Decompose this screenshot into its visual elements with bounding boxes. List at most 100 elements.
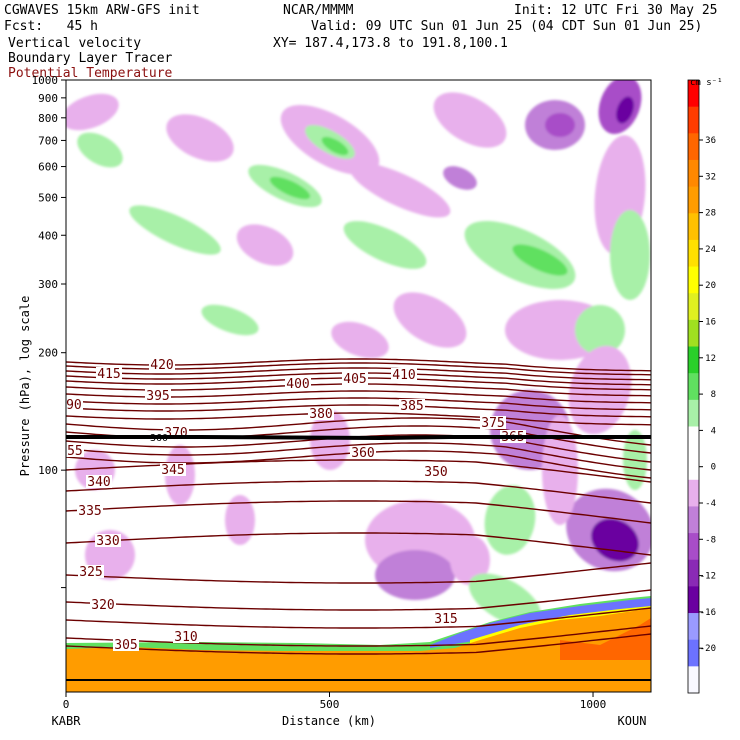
vertical-velocity-blob [568, 345, 632, 435]
colorbar-tick-label: 12 [705, 354, 716, 364]
colorbar-units: cm s⁻¹ [690, 78, 723, 88]
colorbar-swatch [688, 613, 699, 641]
vertical-velocity-blob [201, 304, 259, 336]
theta-label: 375 [481, 416, 504, 431]
x-tick-label: 1000 [580, 698, 607, 711]
colorbar-tick-label: -8 [705, 535, 716, 545]
vertical-velocity-blob [616, 96, 634, 124]
colorbar-swatch [688, 506, 699, 534]
colorbar-tick-label: 36 [705, 136, 716, 146]
colorbar-swatch [688, 106, 699, 134]
vertical-velocity-blob [225, 495, 255, 545]
colorbar-tick-label: 16 [705, 318, 716, 328]
theta-label-bg [86, 475, 112, 488]
vertical-velocity-blob [349, 162, 451, 218]
theta-label-bg [391, 368, 417, 381]
vertical-velocity-blob [393, 292, 467, 348]
colorbar-swatch [688, 239, 699, 268]
x-tick-label: 500 [320, 698, 340, 711]
theta-label-bg [90, 598, 116, 611]
colorbar-swatch [688, 186, 699, 214]
colorbar-tick-label: 20 [705, 281, 716, 291]
colorbar-swatch [688, 666, 699, 694]
vertical-velocity-blob [610, 210, 650, 300]
colorbar-tick-label: 24 [705, 245, 716, 255]
colorbar-swatch [688, 479, 699, 507]
theta-label: 400 [286, 377, 309, 392]
theta-label: 350 [424, 465, 447, 480]
colorbar-tick-label: 8 [711, 390, 716, 400]
x-axis-title: Distance (km) [282, 714, 376, 728]
theta-label-bg [95, 534, 121, 547]
forecast-hour: Fcst: 45 h [4, 19, 98, 34]
y-tick-label: 800 [38, 112, 58, 125]
tropopause-label: 360 [150, 433, 168, 444]
colorbar-tick-label: 28 [705, 209, 716, 219]
theta-label: 385 [400, 399, 423, 414]
vertical-velocity-blob [512, 244, 568, 276]
colorbar-tick-label: -4 [705, 499, 716, 509]
y-axis-title: Pressure (hPa), log scale [18, 296, 32, 477]
theta-label-bg [145, 389, 171, 402]
tropopause-path [66, 435, 651, 441]
colorbar-swatch [688, 533, 699, 561]
theta-label-bg [285, 377, 311, 390]
theta-label: 360 [351, 446, 374, 461]
theta-contour [66, 532, 651, 556]
theta-label: 410 [392, 368, 415, 383]
theta-label-bg [423, 465, 449, 478]
theta-contour [66, 442, 651, 471]
vertical-velocity-blob [77, 132, 123, 168]
theta-label: 395 [146, 389, 169, 404]
endpoint-label-left: KABR [52, 714, 82, 728]
potential-temperature-contours [66, 358, 651, 655]
theta-label: 325 [79, 565, 102, 580]
tracer-band-orange [66, 608, 651, 692]
vertical-velocity-blob [129, 205, 221, 255]
theta-label-bg [66, 398, 83, 411]
colorbar: 36 32 28 24 20 16 12 8 4 0 -4 -8 -12 -16 -20 [687, 79, 716, 694]
theta-label-bg [96, 367, 122, 380]
colorbar-swatch [688, 293, 699, 321]
colorbar-swatch [688, 639, 699, 667]
theta-label: 415 [97, 367, 120, 382]
x-axis: 0 500 1000 [63, 692, 607, 711]
colorbar-swatch [688, 266, 699, 294]
vertical-velocity-blob [468, 573, 542, 627]
theta-label-bg [66, 444, 84, 457]
field-label-vertical-velocity: Vertical velocity [8, 36, 142, 51]
boundary-layer-tracer [66, 596, 651, 692]
colorbar-swatch [688, 159, 699, 188]
colorbar-swatch [688, 213, 699, 241]
vertical-velocity-blob [66, 93, 119, 131]
colorbar-frame [687, 79, 700, 694]
vertical-velocity-blob [343, 221, 427, 269]
colorbar-swatch [688, 586, 699, 614]
colorbar-swatch [688, 559, 699, 587]
endpoint-label-right: KOUN [618, 714, 647, 728]
y-tick-label: 700 [38, 134, 58, 147]
theta-label-bg [433, 612, 459, 625]
vertical-velocity-field [66, 80, 651, 627]
colorbar-tick-label: 4 [711, 426, 716, 436]
tracer-band-dark-orange [560, 618, 651, 660]
field-label-potential-temperature: Potential Temperature [8, 66, 173, 81]
colorbar-swatch [688, 319, 699, 348]
theta-label: 390 [58, 398, 81, 413]
colorbar-swatch [688, 133, 699, 161]
theta-contour [66, 404, 651, 418]
theta-label: 380 [309, 407, 332, 422]
model-title: CGWAVES 15km ARW-GFS init [4, 3, 200, 18]
vertical-velocity-blob [591, 518, 639, 562]
theta-contour [66, 562, 651, 584]
theta-contour [66, 412, 651, 426]
vertical-velocity-blob [545, 113, 575, 137]
colorbar-tick-label: 32 [705, 172, 716, 182]
vertical-velocity-blob [331, 321, 389, 359]
theta-contour [66, 397, 651, 411]
theta-label: 320 [91, 598, 114, 613]
plot-frame [65, 79, 652, 693]
colorbar-swatch [688, 373, 699, 401]
